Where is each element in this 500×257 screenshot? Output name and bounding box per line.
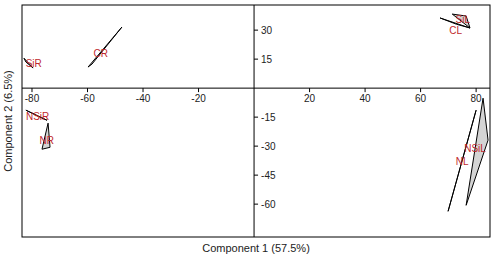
y-tick-label: -60: [261, 199, 276, 210]
x-axis-label: Component 1 (57.5%): [202, 242, 310, 254]
x-tick-label: 60: [415, 93, 427, 104]
x-tick: [365, 88, 366, 92]
y-tick-label: -30: [261, 141, 276, 152]
x-tick: [198, 88, 199, 92]
x-tick-label: 80: [471, 93, 483, 104]
x-tick-label: -20: [191, 93, 206, 104]
y-tick-label: 15: [261, 54, 273, 65]
y-tick: [254, 175, 258, 176]
group-label: NR: [39, 135, 53, 146]
x-tick: [31, 88, 32, 92]
group-label: NSiL: [464, 143, 486, 154]
x-tick-label: 40: [360, 93, 372, 104]
x-axis: [22, 88, 490, 89]
y-axis-label: Component 2 (6.5%): [2, 70, 14, 172]
x-tick: [309, 88, 310, 92]
group-label: NL: [456, 156, 469, 167]
y-tick-label: 30: [261, 25, 273, 36]
plot-frame: [22, 5, 490, 237]
x-tick-label: -60: [80, 93, 95, 104]
x-tick: [143, 88, 144, 92]
x-tick-label: 20: [304, 93, 316, 104]
y-tick-label: -15: [261, 112, 276, 123]
y-tick: [254, 59, 258, 60]
y-tick-label: -45: [261, 170, 276, 181]
group-label: CR: [93, 48, 107, 59]
y-tick: [254, 146, 258, 147]
x-tick: [87, 88, 88, 92]
y-tick: [254, 30, 258, 31]
x-tick-label: -80: [25, 93, 40, 104]
group-label: SiR: [26, 58, 42, 69]
group-label: NSiR: [26, 111, 49, 122]
x-tick-label: -40: [136, 93, 151, 104]
x-tick: [420, 88, 421, 92]
group-hull: [448, 110, 476, 211]
chart: -80 -60 -40 -20 20 40 60 80 30 15 -15 -30 -45 -60 Comp…: [0, 0, 500, 257]
y-tick: [254, 117, 258, 118]
x-tick: [476, 88, 477, 92]
y-axis: [254, 5, 255, 237]
group-hull: [88, 27, 122, 67]
group-label: CL: [449, 25, 462, 36]
y-tick: [254, 204, 258, 205]
group-label: SiL: [456, 14, 471, 25]
hulls: [24, 14, 488, 211]
